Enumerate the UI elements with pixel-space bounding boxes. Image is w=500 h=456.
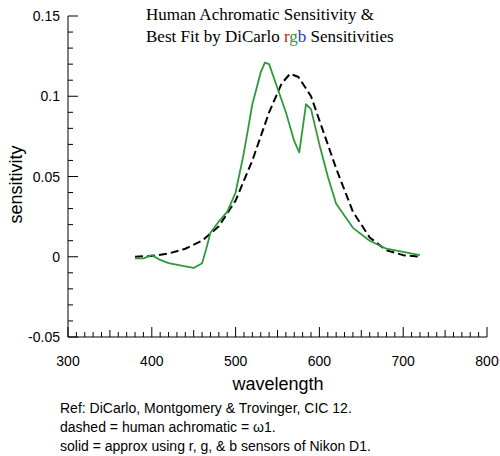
x-minor-tick <box>252 332 253 337</box>
x-minor-tick <box>260 332 261 337</box>
x-minor-tick <box>76 332 77 337</box>
x-minor-tick <box>269 332 270 337</box>
x-minor-tick <box>361 330 362 337</box>
x-minor-tick <box>394 332 395 337</box>
plot-area <box>135 63 420 268</box>
y-tick <box>68 337 78 338</box>
x-minor-tick <box>327 332 328 337</box>
y-minor-tick <box>68 272 73 273</box>
y-axis-label: sensitivity <box>6 146 26 224</box>
x-minor-tick <box>386 332 387 337</box>
x-minor-tick <box>369 332 370 337</box>
y-minor-tick <box>68 240 73 241</box>
x-minor-tick <box>445 330 446 337</box>
y-minor-tick <box>68 144 73 145</box>
x-minor-tick <box>428 332 429 337</box>
x-tick-label: 400 <box>140 353 164 369</box>
y-minor-tick <box>68 320 73 321</box>
x-minor-tick <box>168 332 169 337</box>
y-tick-label: 0 <box>52 249 60 265</box>
x-minor-tick <box>461 332 462 337</box>
x-minor-tick <box>302 332 303 337</box>
x-minor-tick <box>352 332 353 337</box>
series-line <box>135 63 420 268</box>
x-tick-label: 300 <box>56 353 80 369</box>
y-minor-tick <box>68 160 73 161</box>
y-tick-label: 0.1 <box>41 88 61 104</box>
x-minor-tick <box>135 332 136 337</box>
x-minor-tick <box>176 332 177 337</box>
x-minor-tick <box>243 332 244 337</box>
x-tick-label: 700 <box>392 353 416 369</box>
x-minor-tick <box>478 332 479 337</box>
title: Human Achromatic Sensitivity & Best Fit b… <box>146 5 394 46</box>
x-tick-label: 600 <box>308 353 332 369</box>
x-minor-tick <box>378 332 379 337</box>
chart: Human Achromatic Sensitivity & Best Fit b… <box>0 0 500 456</box>
x-minor-tick <box>336 332 337 337</box>
x-tick <box>151 327 152 337</box>
x-minor-tick <box>470 332 471 337</box>
y-minor-tick <box>68 64 73 65</box>
annotation: solid = approx using r, g, & b sensors o… <box>60 438 371 454</box>
y-tick-label: 0.15 <box>33 8 60 24</box>
x-minor-tick <box>126 332 127 337</box>
x-minor-tick <box>143 332 144 337</box>
x-minor-tick <box>84 332 85 337</box>
x-minor-tick <box>210 332 211 337</box>
y-minor-tick <box>68 208 73 209</box>
title-line: Human Achromatic Sensitivity & <box>146 5 374 24</box>
x-tick <box>403 327 404 337</box>
y-minor-tick <box>68 112 73 113</box>
y-tick <box>68 96 78 97</box>
y-tick <box>68 176 78 177</box>
x-minor-tick <box>311 332 312 337</box>
x-minor-tick <box>101 332 102 337</box>
x-minor-tick <box>93 332 94 337</box>
title-letter: b <box>298 27 307 46</box>
y-tick-label: 0.05 <box>33 169 60 185</box>
x-minor-tick <box>227 332 228 337</box>
x-tick <box>68 327 69 337</box>
y-minor-tick <box>68 48 73 49</box>
x-minor-tick <box>344 332 345 337</box>
x-minor-tick <box>185 332 186 337</box>
title-line: Best Fit by DiCarlo rgb Sensitivities <box>146 27 394 46</box>
x-minor-tick <box>294 332 295 337</box>
y-tick-label: -0.05 <box>28 329 60 345</box>
x-minor-tick <box>436 332 437 337</box>
x-tick <box>319 327 320 337</box>
y-minor-tick <box>68 128 73 129</box>
x-tick-label: 500 <box>224 353 248 369</box>
x-minor-tick <box>218 332 219 337</box>
y-minor-tick <box>68 224 73 225</box>
y-tick <box>68 16 78 17</box>
x-tick-label: 800 <box>475 353 499 369</box>
x-minor-tick <box>202 332 203 337</box>
x-tick <box>487 327 488 337</box>
x-tick <box>235 327 236 337</box>
x-minor-tick <box>285 332 286 337</box>
x-minor-tick <box>118 332 119 337</box>
annotation: Ref: DiCarlo, Montgomery & Trovinger, CI… <box>60 400 352 416</box>
annotation: dashed = human achromatic = ω1. <box>60 419 276 435</box>
y-minor-tick <box>68 304 73 305</box>
y-minor-tick <box>68 192 73 193</box>
x-axis-label: wavelength <box>231 374 323 394</box>
x-minor-tick <box>109 330 110 337</box>
series-line <box>135 74 420 257</box>
y-minor-tick <box>68 288 73 289</box>
y-minor-tick <box>68 80 73 81</box>
y-tick <box>68 256 78 257</box>
x-minor-tick <box>453 332 454 337</box>
x-minor-tick <box>160 332 161 337</box>
x-minor-tick <box>419 332 420 337</box>
y-minor-tick <box>68 32 73 33</box>
x-minor-tick <box>193 330 194 337</box>
x-minor-tick <box>411 332 412 337</box>
x-minor-tick <box>277 330 278 337</box>
